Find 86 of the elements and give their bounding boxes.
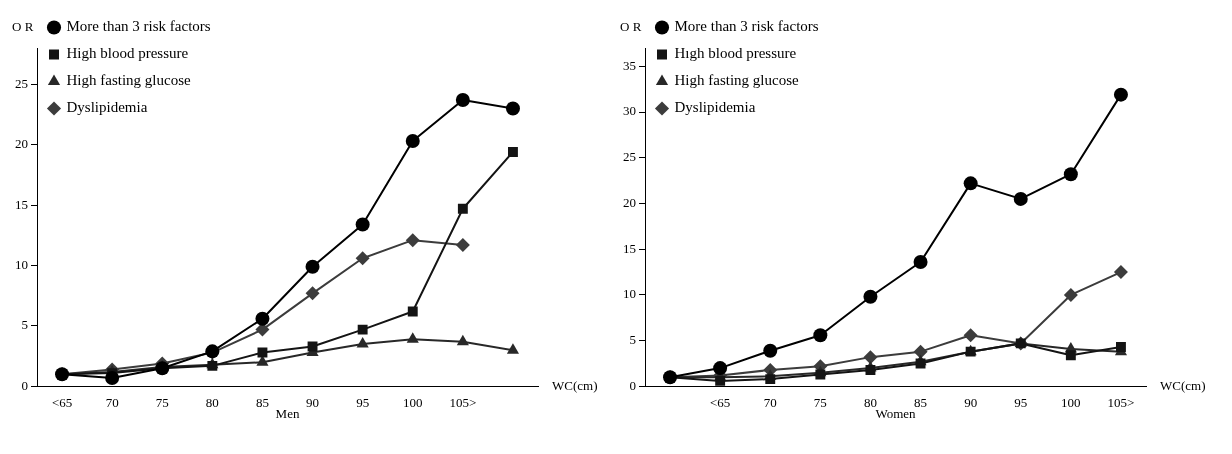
point (1113, 87, 1128, 102)
y-tick-label: 25 (623, 149, 636, 165)
legend-label: More than 3 risk factors (66, 18, 211, 35)
y-tick-label: 0 (629, 377, 636, 393)
y-tick-label: 5 (629, 332, 636, 348)
y-tick-label: 35 (623, 57, 636, 73)
point (813, 328, 828, 343)
legend-label: More than 3 risk factors (674, 18, 819, 35)
x-tick-label: 75 (155, 394, 169, 410)
x-tick-label: 95 (1014, 394, 1028, 410)
x-axis-title: WC(cm) (552, 377, 598, 393)
point (355, 217, 370, 232)
point (305, 286, 320, 301)
point (105, 370, 120, 385)
point (357, 324, 368, 335)
x-tick-label: 85 (914, 394, 928, 410)
point (508, 146, 518, 157)
x-tick-label: 80 (863, 394, 877, 410)
legend-label: High blood pressure (66, 45, 189, 62)
point (915, 358, 926, 369)
x-tick-label: 105> (1107, 394, 1135, 410)
y-tick-label: 10 (623, 286, 636, 302)
point (406, 332, 419, 343)
x-tick-label: 80 (205, 394, 219, 410)
point (1063, 287, 1078, 302)
x-tick-label: 100 (1061, 394, 1081, 410)
x-tick-label: 105> (449, 394, 477, 410)
y-tick-label: 15 (15, 196, 28, 212)
x-tick-label: 90 (306, 394, 320, 410)
legend-label: Dyslipidemia (674, 99, 756, 116)
legend-label: High fasting glucose (66, 72, 191, 89)
text: Men (275, 406, 300, 422)
legend-label: Dyslipidemia (66, 99, 148, 116)
point (355, 251, 370, 266)
x-tick-label: <65 (51, 394, 73, 410)
y-tick-label: 5 (21, 317, 28, 333)
point (963, 328, 978, 343)
point (455, 238, 470, 252)
y-tick-label: 20 (623, 194, 636, 210)
x-tick-label: 85 (255, 394, 269, 410)
point (913, 255, 928, 270)
y-tick-label: 30 (623, 103, 636, 119)
point (1013, 191, 1028, 206)
legend-label: Hıgh blood pressure (674, 45, 797, 62)
x-tick-label: 100 (403, 394, 423, 410)
point (715, 375, 726, 386)
point (257, 347, 268, 358)
point (505, 101, 520, 116)
text: Women (875, 406, 917, 422)
point (457, 203, 468, 214)
y-axis-title: O R (620, 18, 642, 34)
y-axis-title: O R (12, 18, 34, 34)
point (255, 311, 270, 326)
x-tick-label: 70 (105, 394, 119, 410)
point (407, 306, 418, 317)
point (913, 344, 928, 359)
point (405, 134, 420, 149)
point (455, 92, 470, 107)
point (1113, 265, 1128, 280)
point (713, 361, 728, 376)
y-tick-label: 20 (15, 136, 28, 152)
point (863, 350, 878, 365)
y-tick-label: 0 (21, 377, 28, 393)
point (1063, 167, 1078, 182)
point (765, 374, 776, 385)
point (456, 334, 469, 346)
x-tick-label: <65 (709, 394, 731, 410)
y-tick-label: 25 (15, 75, 28, 91)
x-tick-label: 75 (813, 394, 827, 410)
point (763, 343, 778, 358)
point (1065, 350, 1076, 361)
x-tick-label: 90 (964, 394, 978, 410)
point (863, 289, 878, 304)
y-tick-label: 15 (623, 240, 636, 256)
x-axis-title: WC(cm) (1160, 377, 1206, 393)
x-tick-label: 95 (356, 394, 370, 410)
point (963, 176, 978, 191)
point (356, 337, 369, 348)
point (305, 259, 320, 274)
point (307, 341, 318, 352)
y-tick-label: 10 (15, 256, 28, 272)
x-tick-label: 70 (763, 394, 777, 410)
point (405, 233, 420, 248)
legend-label: High fasting glucose (674, 72, 799, 89)
point (506, 343, 520, 354)
point (815, 369, 826, 380)
